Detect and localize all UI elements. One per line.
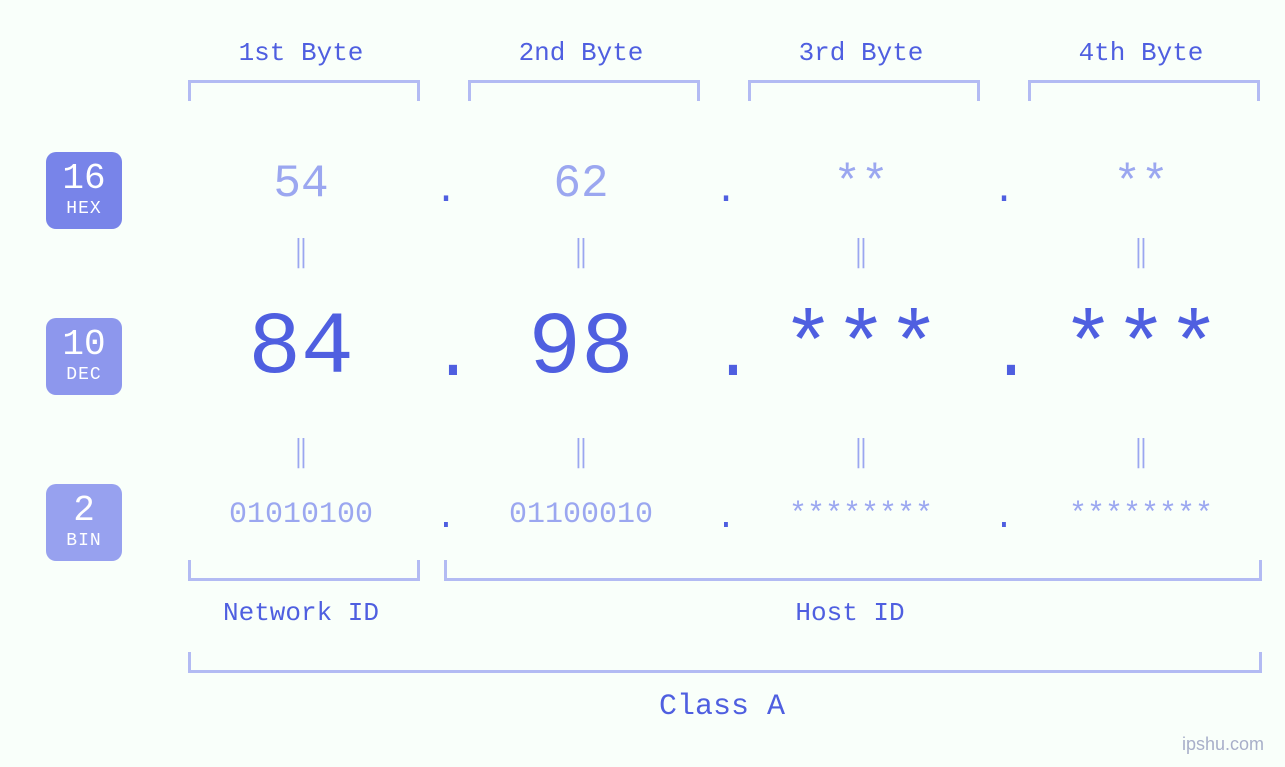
badge-number: 16 [46, 160, 122, 198]
network-id-bracket [188, 560, 420, 581]
equals-bot-1: ‖ [216, 434, 385, 471]
dec-byte-2: 98 [460, 300, 702, 399]
base-badge-bin: 2 BIN [46, 484, 122, 561]
badge-label: DEC [46, 366, 122, 385]
dec-dot-2: . [712, 318, 740, 397]
badge-label: BIN [46, 532, 122, 551]
equals-bot-3: ‖ [776, 434, 945, 471]
byte-bracket-1 [188, 80, 420, 101]
equals-bot-4: ‖ [1056, 434, 1225, 471]
byte-header-3: 3rd Byte [740, 38, 982, 68]
hex-byte-3: ** [740, 158, 982, 210]
byte-bracket-2 [468, 80, 700, 101]
hex-dot-3: . [990, 170, 1018, 213]
watermark: ipshu.com [1182, 734, 1264, 755]
byte-header-4: 4th Byte [1020, 38, 1262, 68]
dec-byte-1: 84 [180, 300, 422, 399]
host-id-label: Host ID [444, 598, 1256, 628]
badge-label: HEX [46, 200, 122, 219]
network-id-label: Network ID [188, 598, 414, 628]
dec-dot-3: . [990, 318, 1018, 397]
bin-dot-3: . [990, 500, 1018, 538]
bin-byte-4: ******** [1020, 498, 1262, 532]
byte-bracket-4 [1028, 80, 1260, 101]
base-badge-dec: 10 DEC [46, 318, 122, 395]
class-bracket [188, 652, 1262, 673]
hex-dot-1: . [432, 170, 460, 213]
class-label: Class A [188, 690, 1256, 724]
byte-header-label: 1st Byte [239, 38, 364, 68]
hex-dot-2: . [712, 170, 740, 213]
hex-byte-1: 54 [180, 158, 422, 210]
dec-dot-1: . [432, 318, 460, 397]
dec-byte-3: *** [740, 300, 982, 399]
byte-header-2: 2nd Byte [460, 38, 702, 68]
bin-byte-3: ******** [740, 498, 982, 532]
equals-top-4: ‖ [1056, 234, 1225, 271]
equals-bot-2: ‖ [496, 434, 665, 471]
bin-dot-2: . [712, 500, 740, 538]
byte-bracket-3 [748, 80, 980, 101]
equals-top-3: ‖ [776, 234, 945, 271]
dec-byte-4: *** [1020, 300, 1262, 399]
bin-dot-1: . [432, 500, 460, 538]
badge-number: 10 [46, 326, 122, 364]
byte-header-1: 1st Byte [180, 38, 422, 68]
hex-byte-2: 62 [460, 158, 702, 210]
bin-byte-2: 01100010 [460, 498, 702, 532]
host-id-bracket [444, 560, 1262, 581]
byte-header-label: 4th Byte [1079, 38, 1204, 68]
byte-header-label: 2nd Byte [519, 38, 644, 68]
badge-number: 2 [46, 492, 122, 530]
equals-top-1: ‖ [216, 234, 385, 271]
base-badge-hex: 16 HEX [46, 152, 122, 229]
bin-byte-1: 01010100 [180, 498, 422, 532]
byte-header-label: 3rd Byte [799, 38, 924, 68]
hex-byte-4: ** [1020, 158, 1262, 210]
equals-top-2: ‖ [496, 234, 665, 271]
